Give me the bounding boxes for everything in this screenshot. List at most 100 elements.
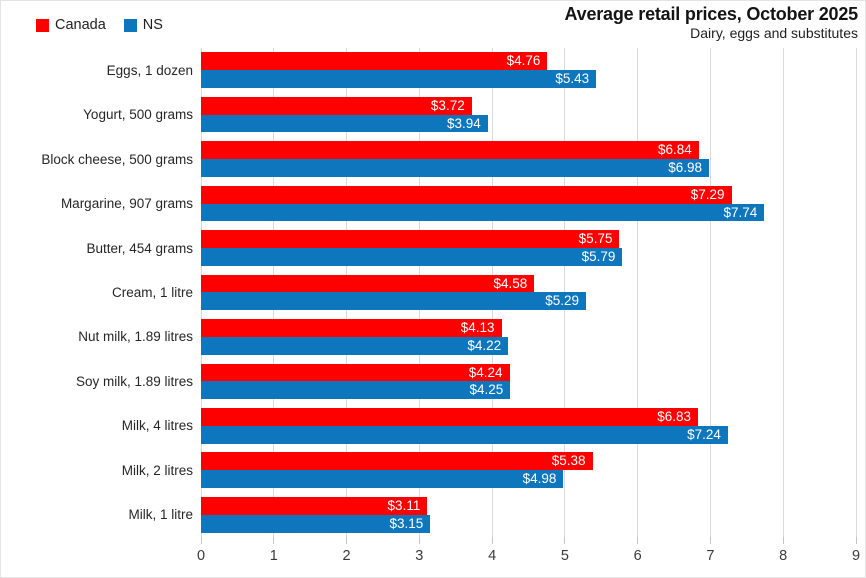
bar-canada: $3.11 [201,496,428,515]
category-label: Eggs, 1 dozen [106,62,193,78]
chart-row: Milk, 1 litre $3.11 $3.15 [128,493,856,537]
category-label: Margarine, 907 grams [60,196,193,212]
chart-row: Butter, 454 grams $5.75 $5.79 [86,226,856,270]
bar-group: $6.84 $6.98 [201,141,856,177]
gridline-7 [709,48,711,537]
bar-group: $4.58 $5.29 [201,274,856,311]
chart-row: Cream, 1 litre $4.58 $5.29 [112,270,856,314]
bar-value-label: $4.58 [493,275,528,291]
chart-row: Milk, 2 litres $5.38 $4.98 [122,448,856,492]
legend: Canada NS [36,17,163,33]
bar-ns: $5.43 [201,70,597,88]
bar-ns: $7.24 [201,425,728,444]
bar-value-label: $4.13 [460,320,495,336]
bar-value-label: $6.83 [657,409,692,425]
axis-tick-4 [491,537,493,544]
bar-value-label: $3.94 [446,115,481,131]
category-label: Milk, 4 litres [121,418,193,434]
bar-ns: $7.74 [201,203,765,222]
chart-row: Milk, 4 litres $6.83 $7.24 [122,404,856,448]
category-label: Yogurt, 500 grams [83,107,193,123]
category-label: Block cheese, 500 grams [41,151,193,167]
axis-tick-6 [637,537,639,544]
legend-swatch-ns [123,18,137,32]
axis-tick-5 [564,537,566,544]
axis-tick-label-0: 0 [196,548,206,564]
bar-ns: $3.94 [201,114,488,133]
axis-tick-0 [200,537,202,544]
legend-label: NS [142,17,163,33]
axis-tick-8 [782,537,784,544]
bar-value-label: $6.84 [658,142,692,158]
bar-ns: $4.25 [201,381,511,400]
bar-value-label: $5.29 [545,293,579,309]
bar-canada: $5.38 [201,452,593,471]
bar-value-label: $4.25 [469,382,504,398]
axis-tick-label-6: 6 [633,548,642,564]
bar-canada: $4.76 [201,52,548,71]
bar-canada: $7.29 [201,185,732,204]
legend-swatch-canada [36,18,49,32]
bar-canada: $3.72 [201,96,472,115]
bar-ns: $5.79 [201,248,623,266]
bar-canada: $4.24 [201,363,510,382]
bar-ns: $3.15 [201,514,431,533]
legend-item-canada: Canada [36,17,106,33]
bar-canada: $6.84 [201,141,699,160]
bar-value-label: $3.72 [430,97,465,113]
axis-tick-label-4: 4 [488,548,497,564]
chart-subtitle: Dairy, eggs and substitutes [690,25,858,41]
chart-row: Block cheese, 500 grams $6.84 $6.98 [41,137,856,181]
bar-value-label: $4.76 [506,53,541,69]
bar-group: $3.72 $3.94 [201,96,856,133]
axis-tick-label-3: 3 [415,548,424,564]
axis-tick-3 [418,537,420,544]
bar-ns: $6.98 [201,159,709,177]
bar-value-label: $7.29 [690,186,725,202]
bar-canada: $5.75 [201,230,620,248]
axis-tick-1 [273,537,275,544]
axis-tick-label-9: 9 [851,548,861,564]
bar-value-label: $6.98 [668,160,702,176]
chart-row: Margarine, 907 grams $7.29 $7.74 [61,181,856,225]
bar-value-label: $5.79 [581,249,616,264]
category-label: Butter, 454 grams [86,240,193,256]
bar-group: $4.13 $4.22 [201,319,856,355]
bar-group: $5.38 $4.98 [201,452,856,489]
axis-tick-label-5: 5 [560,548,569,564]
bar-value-label: $5.38 [551,453,586,469]
bar-group: $5.75 $5.79 [201,230,856,266]
axis-tick-label-8: 8 [779,548,788,564]
bar-value-label: $7.24 [687,426,721,442]
bar-ns: $4.98 [201,470,564,489]
axis-tick-label-2: 2 [342,548,351,564]
chart-row: Yogurt, 500 grams $3.72 $3.94 [83,92,856,136]
chart-row: Nut milk, 1.89 litres $4.13 $4.22 [78,315,856,359]
bar-value-label: $3.15 [389,515,424,531]
axis-tick-9 [855,537,857,544]
gridline-8 [782,48,784,537]
bar-canada: $4.13 [201,319,502,337]
bar-group: $6.83 $7.24 [201,408,856,444]
gridline-9 [855,48,857,537]
bar-value-label: $5.75 [578,231,613,247]
legend-label: Canada [55,17,106,33]
bar-value-label: $4.98 [522,471,557,487]
category-label: Milk, 2 litres [121,462,193,478]
chart-row: Eggs, 1 dozen $4.76 $5.43 [107,48,856,92]
category-label: Soy milk, 1.89 litres [75,373,193,389]
bar-ns: $5.29 [201,292,586,311]
bar-value-label: $3.11 [387,497,421,513]
chart-row: Soy milk, 1.89 litres $4.24 $4.25 [76,359,856,403]
chart-title: Average retail prices, October 2025 [564,4,859,24]
bar-value-label: $4.22 [467,337,502,353]
bar-value-label: $7.74 [723,204,758,220]
bar-group: $4.24 $4.25 [201,363,856,400]
category-label: Nut milk, 1.89 litres [78,329,193,345]
plot-area: 0 1 2 3 4 5 6 7 8 9 Eggs, 1 dozen $4.76 $5.43 Yogurt,… [41,48,860,564]
bar-value-label: $4.24 [468,364,503,380]
gridline-6 [637,48,639,537]
category-label: Cream, 1 litre [111,284,193,300]
legend-item-ns: NS [123,17,163,33]
